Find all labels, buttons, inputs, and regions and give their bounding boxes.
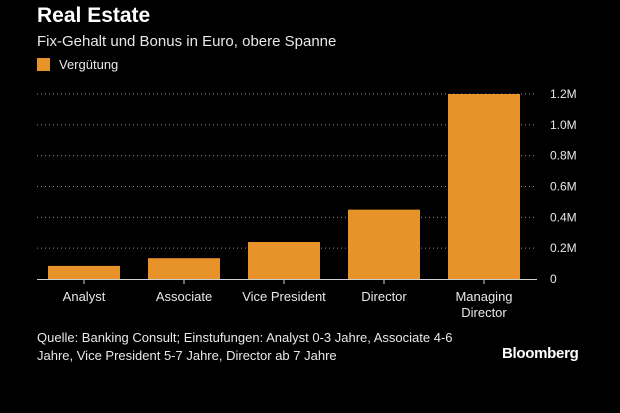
source-note: Quelle: Banking Consult; Einstufungen: A… — [37, 330, 453, 363]
y-tick-label: 0.6M — [550, 180, 577, 194]
bar — [248, 242, 320, 279]
y-tick-label: 1.2M — [550, 87, 577, 101]
legend: Vergütung — [37, 57, 118, 72]
x-tick-label: Analyst — [63, 289, 106, 304]
y-tick-label: 0 — [550, 272, 557, 286]
bar — [348, 209, 420, 279]
legend-swatch — [37, 58, 50, 71]
bar — [48, 265, 120, 279]
chart-title: Real Estate — [37, 4, 151, 27]
y-tick-label: 1.0M — [550, 118, 577, 132]
legend-label: Vergütung — [59, 57, 119, 72]
x-tick-label: Vice President — [242, 289, 326, 304]
x-tick-label: Managing Director — [455, 289, 512, 320]
bar — [448, 94, 520, 279]
x-tick-label: Associate — [156, 289, 212, 304]
bar — [148, 258, 220, 279]
y-tick-label: 0.4M — [550, 210, 577, 224]
chart-subtitle: Fix-Gehalt und Bonus in Euro, obere Span… — [37, 33, 337, 50]
x-tick-label: Director — [361, 289, 407, 304]
bloomberg-logo: Bloomberg — [502, 345, 579, 362]
y-tick-label: 0.2M — [550, 241, 577, 255]
y-tick-label: 0.8M — [550, 149, 577, 163]
